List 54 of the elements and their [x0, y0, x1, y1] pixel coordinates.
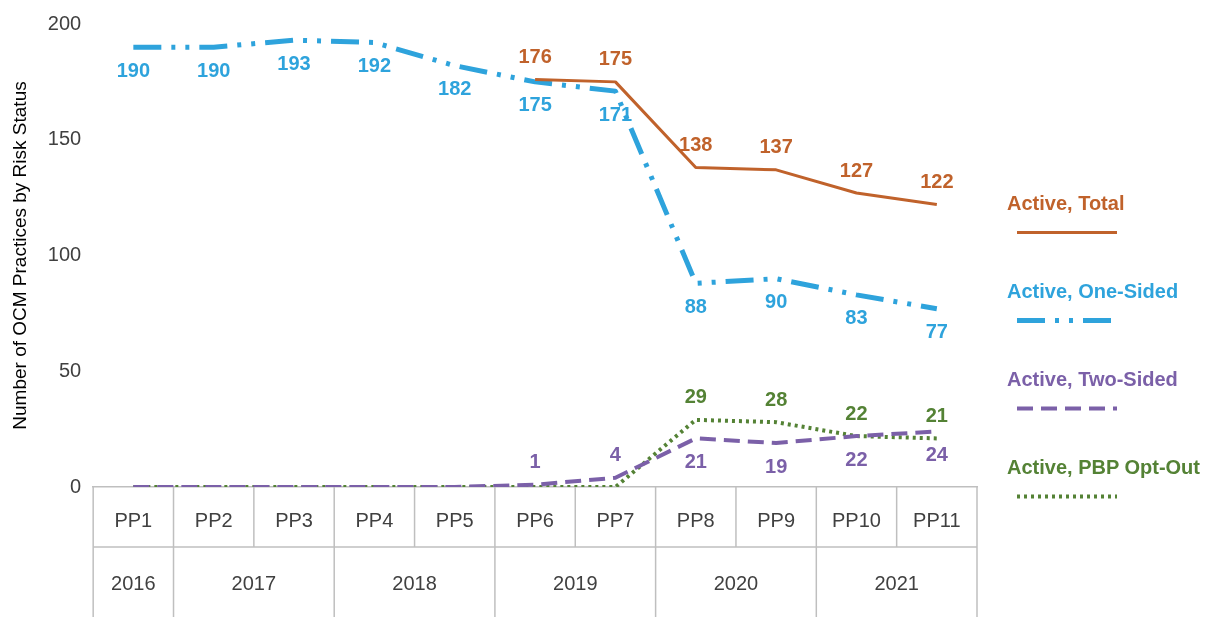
- data-label: 28: [765, 387, 788, 410]
- text: 2018: [392, 571, 437, 594]
- data-label: 171: [598, 102, 633, 125]
- y-axis-title: Number of OCM Practices by Risk Status: [8, 81, 30, 430]
- x-tick-label: PP2: [194, 508, 233, 531]
- x-tick-label: PP11: [913, 508, 961, 531]
- y-tick-label: 50: [58, 358, 82, 381]
- data-label: 175: [518, 93, 552, 116]
- data-label: 190: [197, 58, 231, 81]
- x-tick-label: PP6: [516, 508, 554, 531]
- text: Active, Two-Sided: [1007, 368, 1178, 391]
- data-label: 190: [116, 58, 151, 81]
- x-tick-label: PP1: [114, 508, 153, 531]
- x-tick-label: PP9: [757, 508, 796, 531]
- data-label: 176: [518, 45, 552, 68]
- data-label: 22: [845, 401, 868, 424]
- y-tick-label: 150: [47, 127, 82, 150]
- data-label: 22: [845, 447, 868, 470]
- text: 2019: [553, 571, 598, 594]
- data-label: 24: [925, 442, 949, 465]
- data-label: 182: [438, 77, 472, 100]
- data-label: 19: [765, 454, 788, 477]
- data-label: 1: [529, 450, 541, 473]
- data-label: 122: [920, 170, 954, 193]
- text: Active, One-Sided: [1007, 280, 1179, 303]
- data-label: 175: [598, 47, 633, 70]
- data-label: 192: [357, 54, 392, 77]
- x-tick-label: PP5: [435, 508, 474, 531]
- text: 2020: [713, 571, 759, 594]
- text: 2017: [231, 571, 277, 594]
- y-tick-label: 200: [47, 11, 82, 34]
- data-label: 88: [684, 294, 707, 317]
- x-tick-label: PP8: [676, 508, 715, 531]
- text: 2021: [874, 571, 919, 594]
- text: Active, PBP Opt-Out: [1007, 456, 1201, 479]
- y-tick-label: 100: [47, 243, 82, 266]
- data-label: 29: [684, 385, 707, 408]
- x-tick-label: PP10: [832, 508, 881, 531]
- data-label: 193: [277, 51, 311, 74]
- data-label: 77: [925, 320, 948, 343]
- data-label: 137: [759, 135, 793, 158]
- y-tick-label: 0: [70, 474, 82, 497]
- x-tick-label: PP3: [275, 508, 313, 531]
- data-label: 90: [765, 290, 788, 313]
- data-label: 4: [609, 443, 622, 466]
- data-label: 83: [845, 306, 868, 329]
- data-label: 138: [679, 133, 713, 156]
- text: 2016: [111, 571, 156, 594]
- text: Active, Total: [1007, 192, 1125, 215]
- data-label: 21: [925, 403, 948, 426]
- data-label: 21: [684, 449, 707, 472]
- data-label: 127: [839, 158, 874, 181]
- x-tick-label: PP4: [355, 508, 394, 531]
- x-tick-label: PP7: [596, 508, 635, 531]
